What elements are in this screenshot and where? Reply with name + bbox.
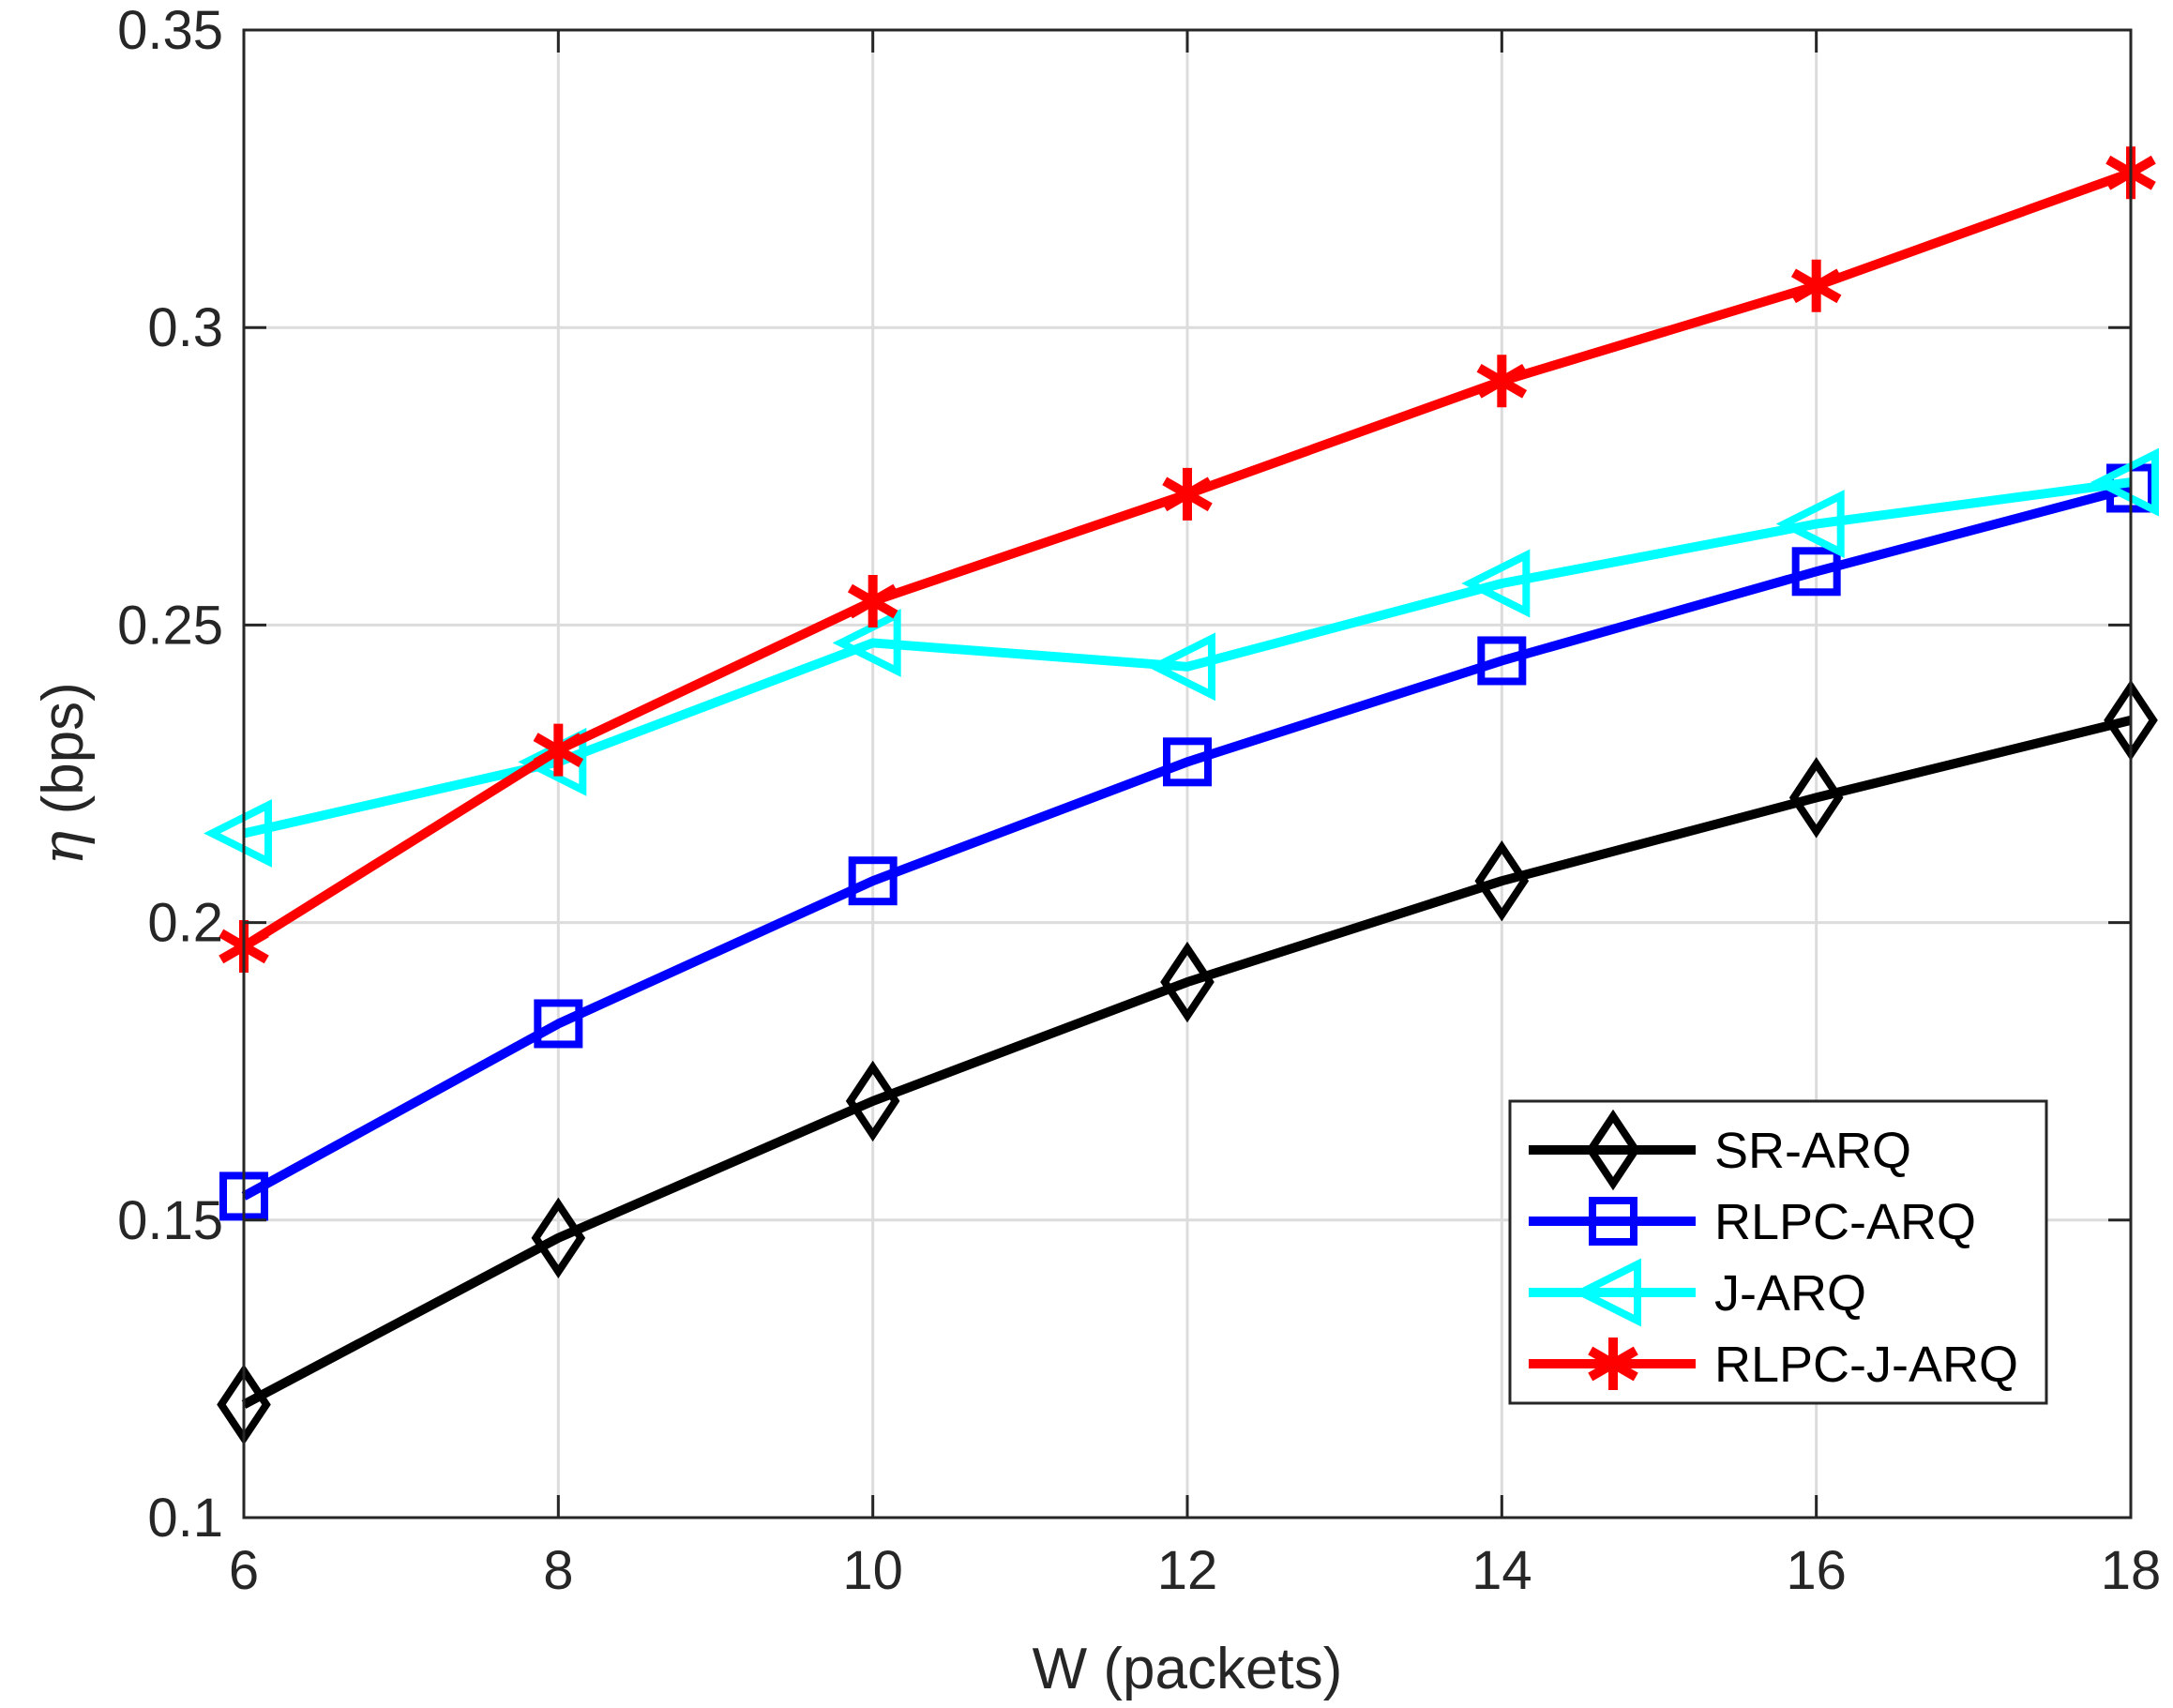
series-line-rlpc-arq <box>241 483 2133 1201</box>
asterisk-stroke <box>847 583 898 619</box>
y-axis-label: η (bps) <box>28 682 97 866</box>
legend-entry-rlpc-arq: RLPC-ARQ <box>1529 1194 1976 1250</box>
data-point-sr-arq <box>1160 941 1215 1023</box>
legend-swatch-marker <box>1586 1109 1640 1191</box>
x-tick-label: 12 <box>1157 1540 1218 1601</box>
x-tick-label: 8 <box>543 1540 573 1601</box>
y-tick-label: 0.1 <box>147 1488 223 1549</box>
data-point-rlpc-j-arq <box>1162 467 1213 521</box>
asterisk-stroke <box>1588 1346 1638 1382</box>
asterisk-stroke <box>1162 476 1213 512</box>
data-point-j-arq <box>204 798 272 868</box>
data-point-rlpc-arq <box>1477 636 1527 686</box>
legend-swatch-marker <box>1588 1338 1638 1390</box>
y-axis-symbol: η <box>28 831 97 866</box>
legend-entry-sr-arq: SR-ARQ <box>1529 1109 1911 1191</box>
y-tick-label: 0.3 <box>147 297 223 358</box>
data-point-j-arq <box>832 608 901 677</box>
asterisk-stroke <box>1790 268 1842 304</box>
x-tick-label: 10 <box>842 1540 903 1601</box>
x-axis-label: W (packets) <box>1033 1637 1343 1701</box>
legend-swatch-marker <box>1589 1197 1637 1246</box>
x-tick-label: 18 <box>2101 1540 2162 1601</box>
legend-label: SR-ARQ <box>1714 1123 1911 1179</box>
data-point-rlpc-j-arq <box>1790 259 1842 312</box>
data-point-j-arq <box>1775 490 1845 559</box>
legend-label: RLPC-J-ARQ <box>1714 1337 2018 1393</box>
data-point-rlpc-arq <box>1791 547 1841 597</box>
x-tick-label: 16 <box>1786 1540 1847 1601</box>
data-point-rlpc-arq <box>534 999 583 1049</box>
data-point-rlpc-arq <box>848 856 898 906</box>
legend-entry-j-arq: J-ARQ <box>1529 1258 1866 1327</box>
legend-label: J-ARQ <box>1714 1265 1866 1322</box>
data-point-j-arq <box>2090 447 2159 517</box>
series-rlpc-arq <box>219 463 2155 1221</box>
data-point-sr-arq <box>1788 757 1844 839</box>
data-point-j-arq <box>1461 549 1531 618</box>
data-point-rlpc-j-arq <box>533 723 584 777</box>
y-axis-unit: (bps) <box>31 682 96 830</box>
asterisk-stroke <box>533 733 584 767</box>
data-point-rlpc-arq <box>1163 737 1212 787</box>
data-point-sr-arq <box>845 1060 900 1142</box>
data-point-j-arq <box>1147 632 1215 702</box>
legend-label: RLPC-ARQ <box>1714 1194 1976 1250</box>
legend-entry-rlpc-j-arq: RLPC-J-ARQ <box>1529 1337 2018 1393</box>
x-tick-label: 6 <box>229 1540 259 1601</box>
data-point-rlpc-j-arq <box>1476 355 1528 408</box>
data-point-rlpc-j-arq <box>847 575 898 628</box>
y-tick-label: 0.25 <box>117 595 223 656</box>
series-line-sr-arq <box>241 716 2133 1409</box>
data-point-sr-arq <box>1474 839 1530 922</box>
y-tick-label: 0.35 <box>117 0 223 61</box>
series-layer <box>204 146 2159 1445</box>
asterisk-stroke <box>1476 363 1528 399</box>
y-tick-label: 0.15 <box>117 1190 223 1251</box>
axis-ticks: 6 8 10 12 14 16 18 0.1 0.15 0.2 0.25 0.3 0.35 <box>117 0 2161 1601</box>
data-point-sr-arq <box>531 1197 586 1279</box>
y-tick-label: 0.2 <box>147 893 223 954</box>
legend-swatch-marker <box>1573 1258 1641 1327</box>
legend: SR-ARQ RLPC-ARQ J-ARQ RLPC-J-ARQ <box>1508 1099 2048 1405</box>
x-tick-label: 14 <box>1471 1540 1532 1601</box>
